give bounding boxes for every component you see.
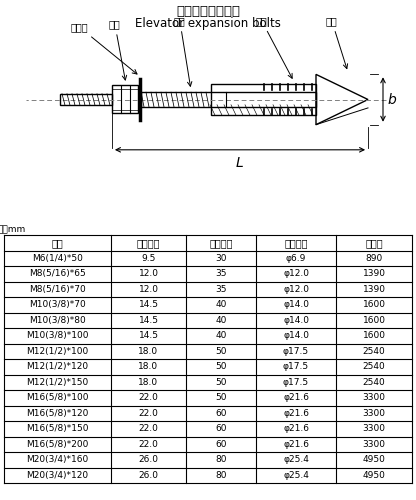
Text: M16(5/8)*120: M16(5/8)*120: [26, 409, 89, 418]
Bar: [211, 84, 316, 115]
Text: 60: 60: [215, 440, 227, 449]
Text: φ12.0: φ12.0: [283, 285, 309, 294]
Text: 60: 60: [215, 424, 227, 433]
Text: M16(5/8)*200: M16(5/8)*200: [26, 440, 89, 449]
Text: 套管直径: 套管直径: [284, 238, 308, 248]
Text: 自垫: 自垫: [256, 16, 292, 78]
Text: 18.0: 18.0: [139, 362, 158, 371]
Text: 50: 50: [215, 378, 227, 387]
Text: 规格: 规格: [52, 238, 63, 248]
Text: M16(5/8)*100: M16(5/8)*100: [26, 393, 89, 402]
Text: 3300: 3300: [362, 440, 386, 449]
Text: 12.0: 12.0: [139, 285, 158, 294]
Text: 18.0: 18.0: [139, 347, 158, 356]
Text: M16(5/8)*150: M16(5/8)*150: [26, 424, 89, 433]
Text: 12.0: 12.0: [139, 269, 158, 278]
Text: 锥销: 锥销: [326, 16, 348, 68]
Text: b: b: [388, 92, 396, 106]
Text: 14.5: 14.5: [139, 300, 158, 309]
Text: 40: 40: [215, 316, 227, 325]
Text: φ21.6: φ21.6: [283, 393, 309, 402]
Bar: [60, 94, 112, 106]
Text: φ25.4: φ25.4: [283, 455, 309, 464]
Text: 22.0: 22.0: [139, 409, 158, 418]
Bar: [112, 85, 138, 113]
Text: 3300: 3300: [362, 424, 386, 433]
Text: 890: 890: [365, 254, 383, 263]
Text: 2540: 2540: [363, 378, 385, 387]
Text: M20(3/4)*120: M20(3/4)*120: [27, 471, 89, 480]
Text: 22.0: 22.0: [139, 393, 158, 402]
Text: 40: 40: [215, 331, 227, 340]
Text: 40: 40: [215, 300, 227, 309]
Text: 80: 80: [215, 471, 227, 480]
Text: 35: 35: [215, 269, 227, 278]
Text: M10(3/8)*80: M10(3/8)*80: [29, 316, 86, 325]
Text: 大垫圈: 大垫圈: [71, 22, 137, 74]
Text: L: L: [236, 156, 244, 170]
Text: 4950: 4950: [363, 455, 386, 464]
Text: φ14.0: φ14.0: [283, 300, 309, 309]
Text: 螺栓直径: 螺栓直径: [137, 238, 160, 248]
Text: 2540: 2540: [363, 362, 385, 371]
Text: M10(3/8)*70: M10(3/8)*70: [29, 300, 86, 309]
Text: 14.5: 14.5: [139, 331, 158, 340]
Text: φ21.6: φ21.6: [283, 409, 309, 418]
Text: 22.0: 22.0: [139, 424, 158, 433]
Text: M20(3/4)*160: M20(3/4)*160: [26, 455, 89, 464]
Text: 电梯膨胀螺栓规格: 电梯膨胀螺栓规格: [176, 5, 240, 18]
Text: 1600: 1600: [362, 316, 386, 325]
Text: M10(3/8)*100: M10(3/8)*100: [26, 331, 89, 340]
Text: 30: 30: [215, 254, 227, 263]
Text: 1600: 1600: [362, 300, 386, 309]
Bar: [141, 92, 316, 107]
Text: φ21.6: φ21.6: [283, 424, 309, 433]
Text: M8(5/16)*70: M8(5/16)*70: [29, 285, 86, 294]
Text: 1390: 1390: [362, 269, 386, 278]
Text: 9.5: 9.5: [141, 254, 156, 263]
Text: φ17.5: φ17.5: [283, 347, 309, 356]
Text: 4950: 4950: [363, 471, 386, 480]
Text: 单位mm: 单位mm: [0, 225, 26, 234]
Text: 套管长度: 套管长度: [209, 238, 233, 248]
Text: φ21.6: φ21.6: [283, 440, 309, 449]
Text: 2540: 2540: [363, 347, 385, 356]
Text: 22.0: 22.0: [139, 440, 158, 449]
Text: 螺帽: 螺帽: [109, 19, 126, 80]
Text: φ17.5: φ17.5: [283, 362, 309, 371]
Text: φ25.4: φ25.4: [283, 471, 309, 480]
Text: 35: 35: [215, 285, 227, 294]
Text: M12(1/2)*100: M12(1/2)*100: [26, 347, 89, 356]
Text: 18.0: 18.0: [139, 378, 158, 387]
Text: φ14.0: φ14.0: [283, 316, 309, 325]
Text: Elevator expansion bolts: Elevator expansion bolts: [135, 17, 281, 30]
Text: 1390: 1390: [362, 285, 386, 294]
Text: φ17.5: φ17.5: [283, 378, 309, 387]
Text: 26.0: 26.0: [139, 455, 158, 464]
Text: 60: 60: [215, 409, 227, 418]
Text: φ6.9: φ6.9: [286, 254, 306, 263]
Text: 螺干: 螺干: [174, 16, 192, 86]
Text: M8(5/16)*65: M8(5/16)*65: [29, 269, 86, 278]
Text: M12(1/2)*150: M12(1/2)*150: [26, 378, 89, 387]
Text: 3300: 3300: [362, 409, 386, 418]
Text: φ12.0: φ12.0: [283, 269, 309, 278]
Text: 50: 50: [215, 393, 227, 402]
Text: 14.5: 14.5: [139, 316, 158, 325]
Text: 1600: 1600: [362, 331, 386, 340]
Text: 承载力: 承载力: [365, 238, 383, 248]
Text: 50: 50: [215, 347, 227, 356]
Text: 80: 80: [215, 455, 227, 464]
Text: M6(1/4)*50: M6(1/4)*50: [32, 254, 83, 263]
Text: 26.0: 26.0: [139, 471, 158, 480]
Text: φ14.0: φ14.0: [283, 331, 309, 340]
Text: 50: 50: [215, 362, 227, 371]
Text: M12(1/2)*120: M12(1/2)*120: [27, 362, 89, 371]
Text: 3300: 3300: [362, 393, 386, 402]
